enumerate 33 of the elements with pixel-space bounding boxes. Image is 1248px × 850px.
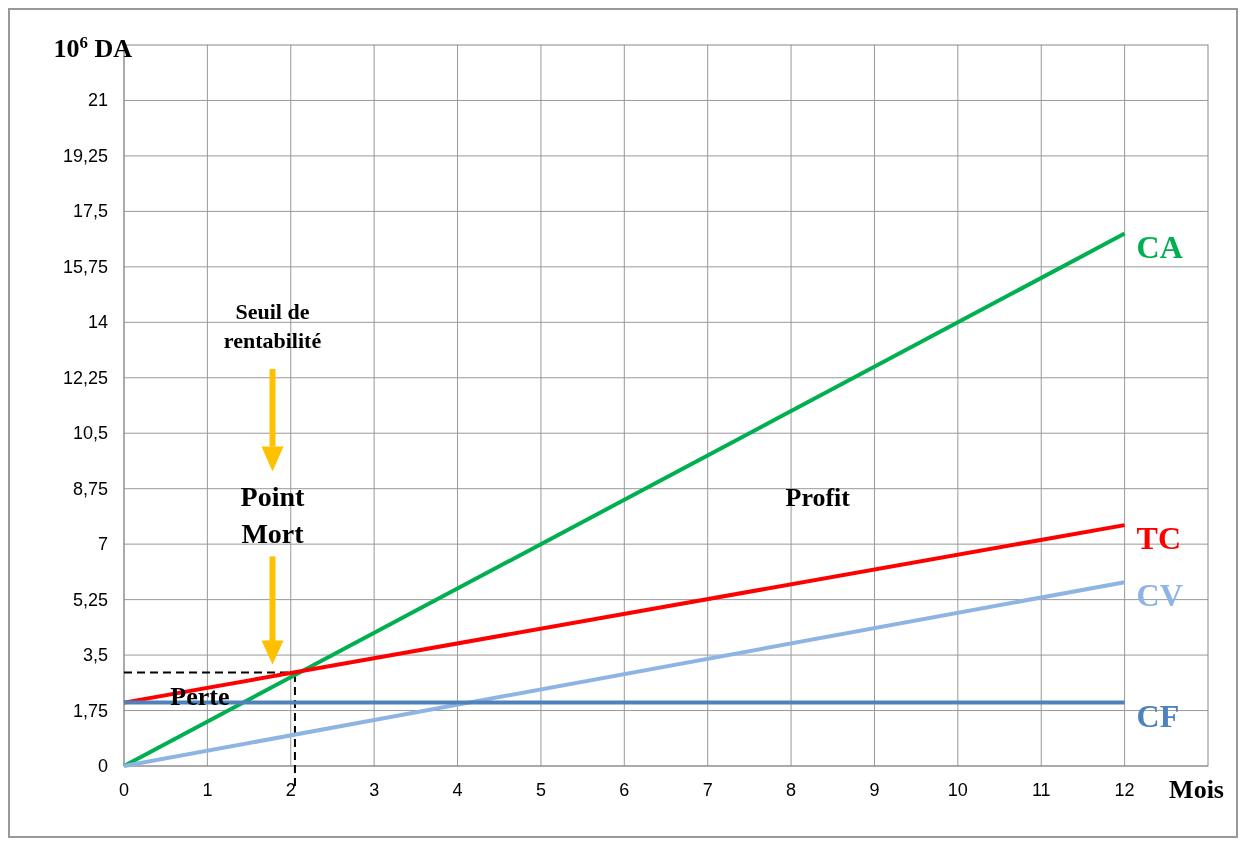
annotation: Point Mort (240, 481, 306, 549)
annotation: Seuil de rentabilité (223, 298, 322, 353)
x-tick-label: 7 (702, 780, 713, 800)
x-tick-label: 5 (535, 780, 546, 800)
x-tick-label: 4 (452, 780, 463, 800)
x-tick-label: 2 (285, 780, 296, 800)
y-tick-label: 14 (87, 312, 108, 333)
x-tick-label: 3 (369, 780, 380, 800)
y-tick-label: 1,75 (72, 700, 108, 721)
y-tick-label: 17,5 (72, 201, 108, 222)
x-tick-label: 8 (786, 780, 797, 800)
y-tick-label: 15,75 (62, 256, 108, 277)
y-tick-label: 7 (97, 534, 108, 555)
x-tick-label: 12 (1114, 780, 1135, 800)
y-tick-label: 0 (97, 756, 108, 776)
x-axis-title: Mois (1169, 775, 1224, 804)
annotation: Profit (785, 483, 851, 513)
series-label: CA (1136, 228, 1183, 265)
y-tick-label: 10,5 (72, 423, 108, 444)
y-axis-title: 10$^{6}$ DA (53, 32, 133, 63)
x-tick-label: 6 (619, 780, 630, 800)
x-tick-label: 9 (869, 780, 880, 800)
y-tick-label: 3,5 (82, 645, 108, 666)
y-tick-label: 12,25 (62, 367, 108, 388)
series-label: TC (1136, 520, 1182, 557)
x-tick-label: 11 (1031, 780, 1051, 800)
x-tick-label: 0 (118, 780, 130, 800)
y-tick-label: 19,25 (62, 145, 108, 166)
x-tick-label: 10 (947, 780, 968, 800)
y-tick-label: 8,75 (72, 478, 108, 499)
y-tick-label: 5,25 (72, 589, 108, 610)
y-tick-label: 21 (87, 90, 108, 111)
x-tick-label: 1 (202, 780, 213, 800)
